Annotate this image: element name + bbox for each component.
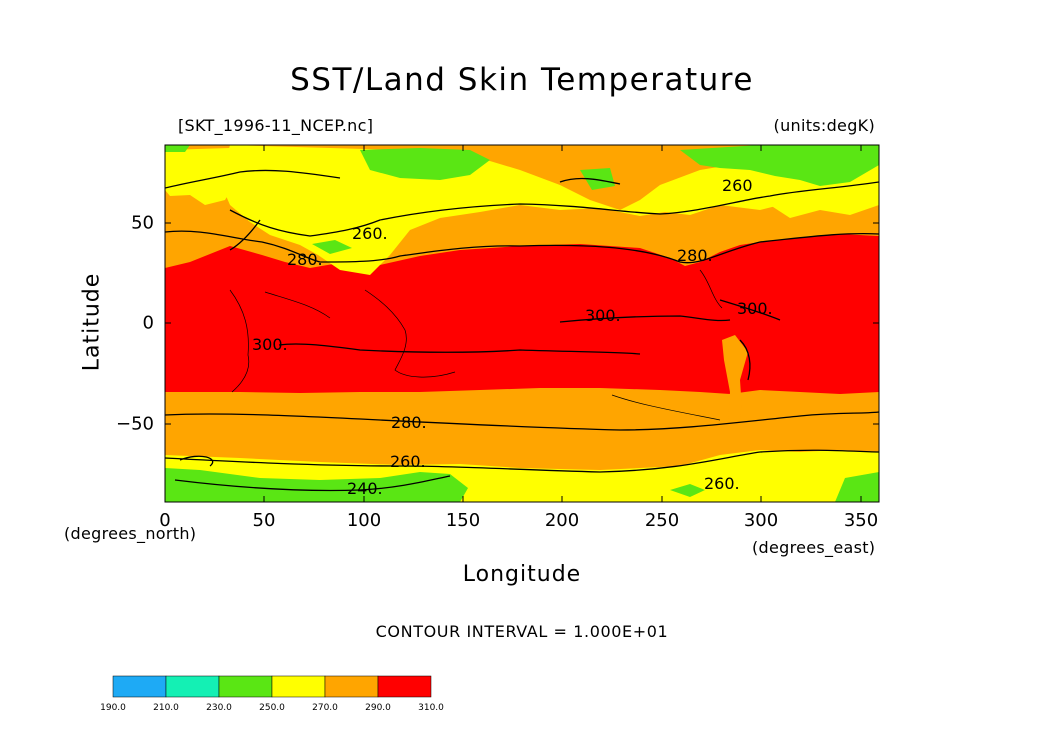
- y-axis-units: (degrees_north): [64, 524, 197, 543]
- contour-lines: [165, 169, 879, 492]
- green-lake: [312, 240, 352, 254]
- x-tick-label: 250: [644, 510, 680, 531]
- coastlines: [229, 269, 723, 421]
- x-tick-label: 300: [743, 510, 779, 531]
- green-patch-2: [580, 168, 615, 190]
- andes-orange: [722, 335, 748, 432]
- axis-ticks: [164, 145, 879, 502]
- x-axis-label: Longitude: [462, 562, 582, 587]
- green-topleft: [165, 145, 190, 152]
- colorbar-swatch: [377, 675, 432, 698]
- colorbar-label: 250.0: [259, 703, 285, 713]
- colorbar-label: 210.0: [153, 703, 179, 713]
- colorbar: [112, 675, 432, 698]
- contour-label: 300.: [737, 299, 773, 318]
- colorbar-swatch: [165, 675, 220, 698]
- x-axis-units: (degrees_east): [752, 538, 876, 557]
- x-tick-label: 350: [843, 510, 879, 531]
- colorbar-label: 270.0: [312, 703, 338, 713]
- contour-label: 260: [722, 176, 753, 195]
- y-tick-label: −50: [116, 413, 154, 435]
- north-america-yellow: [165, 148, 240, 205]
- file-label: [SKT_1996-11_NCEP.nc]: [178, 116, 374, 135]
- colorbar-label: 290.0: [365, 703, 391, 713]
- canada-green: [680, 145, 879, 186]
- colorbar-swatch: [271, 675, 326, 698]
- contour-label: 260.: [704, 474, 740, 493]
- antarctic-green-small: [670, 484, 705, 497]
- contour-label: 260.: [352, 224, 388, 243]
- antarctic-green: [165, 468, 468, 502]
- y-tick-label: 50: [131, 212, 154, 234]
- contour-interval: CONTOUR INTERVAL = 1.000E+01: [375, 622, 669, 641]
- colorbar-label: 190.0: [100, 703, 126, 713]
- map-title: SST/Land Skin Temperature: [290, 62, 754, 98]
- units-label: (units:degK): [773, 116, 875, 135]
- contour-label: 280.: [391, 413, 427, 432]
- contour-label: 300.: [252, 335, 288, 354]
- antarctic-green-east: [835, 472, 879, 502]
- contour-label: 260.: [390, 452, 426, 471]
- x-tick-label: 200: [544, 510, 580, 531]
- contour-label: 280.: [677, 246, 713, 265]
- x-tick-label: 50: [252, 510, 276, 531]
- siberia-green: [360, 148, 490, 180]
- x-tick-label: 150: [445, 510, 481, 531]
- contour-label: 280.: [287, 250, 323, 269]
- x-tick-label: 100: [346, 510, 382, 531]
- colorbar-label: 310.0: [418, 703, 444, 713]
- tropical-red-region: [165, 234, 879, 394]
- colorbar-swatch: [324, 675, 379, 698]
- colorbar-swatch: [218, 675, 273, 698]
- contour-label: 300.: [585, 306, 621, 325]
- x-tick-label: 0: [159, 510, 171, 531]
- contour-label: 240.: [347, 479, 383, 498]
- eurasia-yellow: [220, 145, 879, 275]
- colorbar-swatch: [112, 675, 167, 698]
- colorbar-label: 230.0: [206, 703, 232, 713]
- y-tick-label: 0: [142, 312, 154, 334]
